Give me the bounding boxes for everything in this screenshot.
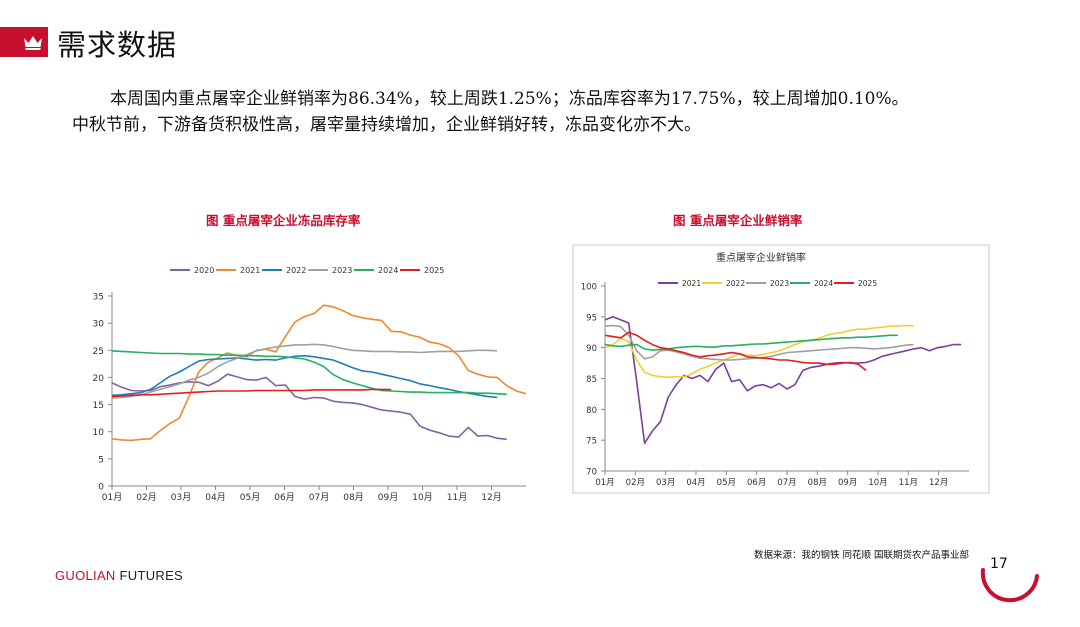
x-tick-label: 07月	[309, 492, 329, 503]
legend-label-2024: 2024	[814, 279, 833, 288]
legend-label-2021: 2021	[682, 279, 701, 288]
legend-label-2025: 2025	[424, 266, 444, 275]
page-number: 17	[990, 556, 1008, 572]
x-tick-label: 08月	[808, 478, 827, 488]
x-tick-label: 06月	[274, 492, 294, 503]
x-tick-label: 10月	[412, 492, 432, 503]
y-tick-label: 80	[586, 406, 597, 416]
y-tick-label: 10	[93, 428, 105, 438]
summary-line-2: 中秋节前，下游备货积极性高，屠宰量持续增加，企业鲜销好转，冻品变化亦不大。	[72, 115, 701, 135]
x-tick-label: 11月	[899, 478, 918, 488]
page-corner-arc-icon	[980, 568, 1039, 603]
y-tick-label: 95	[586, 313, 597, 323]
series-line-2024	[604, 334, 898, 351]
series-line-2020	[111, 373, 507, 441]
x-tick-label: 08月	[343, 492, 363, 503]
y-tick-label: 35	[93, 293, 104, 303]
y-tick-label: 5	[98, 455, 104, 465]
summary-line-1: 本周国内重点屠宰企业鲜销率为86.34%，较上周跌1.25%；冻品库容率为17.…	[110, 89, 909, 109]
fresh-sales-rate-chart: 重点屠宰企业鲜销率 70 75 80 85 90 95 100 01月 02月 03月 04月 05月 0…	[572, 244, 990, 494]
x-tick-label: 01月	[102, 492, 122, 503]
data-source-note: 数据来源：我的钢铁 同花顺 国联期货农产品事业部	[754, 550, 970, 561]
logo-rest: FUTURES	[115, 568, 184, 583]
y-tick-label: 75	[586, 437, 597, 447]
x-tick-label: 09月	[838, 478, 857, 488]
x-tick-label: 07月	[777, 478, 796, 488]
chart-subtitle: 重点屠宰企业鲜销率	[716, 251, 806, 264]
x-tick-label: 09月	[378, 492, 398, 503]
x-tick-label: 12月	[929, 478, 948, 488]
x-tick-label: 02月	[136, 492, 156, 503]
series-line-2022	[111, 354, 498, 399]
x-tick-label: 05月	[717, 478, 736, 488]
y-tick-label: 30	[93, 320, 105, 330]
legend-label-2022: 2022	[726, 279, 745, 288]
series-line-2024	[111, 350, 507, 396]
x-tick-label: 04月	[686, 478, 705, 488]
y-tick-label: 15	[93, 401, 104, 411]
chart-title-fresh-sales: 图 重点屠宰企业鲜销率	[673, 213, 803, 228]
x-tick-label: 04月	[205, 492, 225, 503]
x-tick-label: 03月	[171, 492, 191, 503]
x-tick-label: 03月	[656, 478, 675, 488]
series-line-2022	[604, 324, 914, 379]
y-tick-label: 85	[586, 375, 597, 385]
series-line-2025	[111, 388, 392, 398]
y-tick-label: 90	[586, 344, 597, 354]
y-tick-label: 0	[98, 483, 104, 493]
page-title: 需求数据	[57, 28, 178, 62]
series-line-2025	[604, 331, 867, 372]
x-tick-label: 02月	[626, 478, 645, 488]
legend-label-2021: 2021	[240, 266, 260, 275]
series-line-2021	[604, 316, 962, 445]
chart-frame	[572, 244, 990, 494]
legend-label-2025: 2025	[858, 279, 877, 288]
y-tick-label: 25	[93, 347, 104, 357]
legend-label-2024: 2024	[378, 266, 398, 275]
company-logo: GUOLIAN FUTURES	[55, 568, 183, 583]
series-line-2023	[111, 343, 498, 399]
x-tick-label: 11月	[447, 492, 467, 503]
x-tick-label: 10月	[868, 478, 887, 488]
summary-paragraph: 本周国内重点屠宰企业鲜销率为86.34%，较上周跌1.25%；冻品库容率为17.…	[72, 86, 1062, 138]
legend-label-2023: 2023	[332, 266, 352, 275]
series-line-2021	[111, 304, 527, 442]
crown-icon	[20, 31, 46, 53]
y-tick-label: 20	[93, 374, 105, 384]
y-tick-label: 100	[581, 283, 597, 293]
chart-title-inventory: 图 重点屠宰企业冻品库存率	[206, 213, 361, 228]
x-tick-label: 06月	[747, 478, 766, 488]
x-tick-label: 05月	[240, 492, 260, 503]
legend-label-2022: 2022	[286, 266, 306, 275]
x-tick-label: 12月	[481, 492, 501, 503]
legend-label-2020: 2020	[194, 266, 214, 275]
legend-label-2023: 2023	[770, 279, 789, 288]
y-tick-label: 70	[586, 468, 597, 478]
x-tick-label: 01月	[595, 478, 614, 488]
logo-bold: GUOLIAN	[55, 568, 116, 583]
